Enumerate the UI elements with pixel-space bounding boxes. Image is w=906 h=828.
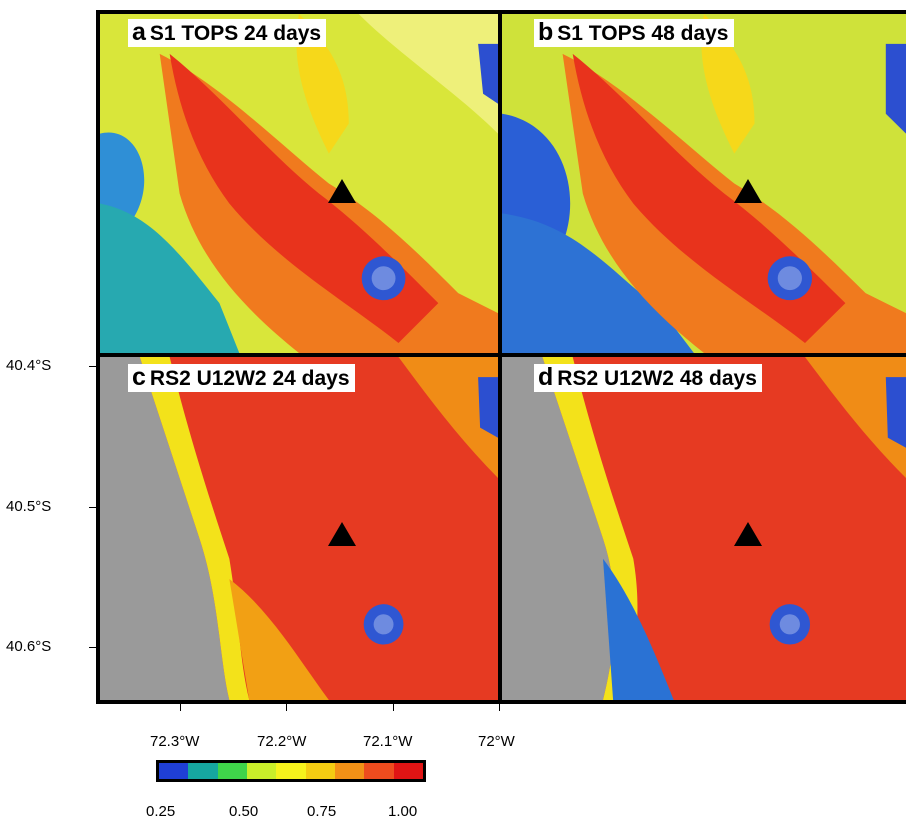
panel-label-c: c RS2 U12W2 24 days: [128, 364, 355, 392]
y-tick-label: 40.6°S: [6, 638, 52, 655]
panel-letter-c: c: [132, 363, 146, 391]
panel-divider-horizontal: [96, 353, 906, 357]
colorbar-segment: [188, 763, 218, 779]
colorbar-segment: [305, 763, 335, 779]
x-tick: [499, 704, 500, 711]
x-tick-label: 72.3°W: [150, 733, 200, 750]
panel-label-b: b S1 TOPS 48 days: [534, 19, 734, 47]
panel-letter-a: a: [132, 18, 146, 46]
colorbar-tick-label: 0.25: [146, 803, 176, 820]
volcano-triangle-icon: [734, 179, 762, 203]
colorbar-tick-label: 0.50: [229, 803, 259, 820]
colorbar-segment: [246, 763, 277, 779]
y-tick: [89, 366, 96, 367]
panel-label-a: a S1 TOPS 24 days: [128, 18, 327, 47]
colorbar-segment: [393, 763, 423, 779]
panel-letter-d: d: [538, 363, 554, 391]
colorbar-segment: [159, 763, 189, 779]
colorbar-segment: [364, 763, 394, 779]
panel-title-a: S1 TOPS 24 days: [149, 22, 322, 45]
x-tick: [393, 704, 394, 711]
x-tick-label: 72°W: [478, 733, 515, 750]
panel-b-map: [502, 14, 906, 353]
colorbar-tick-label: 0.75: [307, 803, 337, 820]
colorbar-segment: [217, 763, 247, 779]
volcano-triangle-icon: [328, 522, 356, 546]
panel-divider-vertical: [498, 10, 502, 704]
x-tick-label: 72.1°W: [363, 733, 413, 750]
panel-letter-b: b: [538, 18, 554, 46]
colorbar-segment: [334, 763, 365, 779]
x-tick: [180, 704, 181, 711]
volcano-triangle-icon: [328, 179, 356, 203]
y-tick-label: 40.4°S: [6, 357, 52, 374]
colorbar-segment: [276, 763, 306, 779]
colorbar-tick-label: 1.00: [388, 803, 418, 820]
x-tick-label: 72.2°W: [257, 733, 307, 750]
x-tick: [286, 704, 287, 711]
panel-a-map: [100, 14, 498, 353]
panel-title-d: RS2 U12W2 48 days: [557, 367, 757, 390]
panel-label-d: d RS2 U12W2 48 days: [534, 364, 762, 392]
panel-title-b: S1 TOPS 48 days: [557, 22, 729, 45]
volcano-triangle-icon: [734, 522, 762, 546]
y-tick: [89, 647, 96, 648]
colorbar: [156, 760, 426, 782]
panel-d-map: [502, 357, 906, 700]
y-tick-label: 40.5°S: [6, 498, 52, 515]
y-tick: [89, 507, 96, 508]
panel-c-map: [100, 357, 498, 700]
panel-title-c: RS2 U12W2 24 days: [149, 367, 350, 390]
